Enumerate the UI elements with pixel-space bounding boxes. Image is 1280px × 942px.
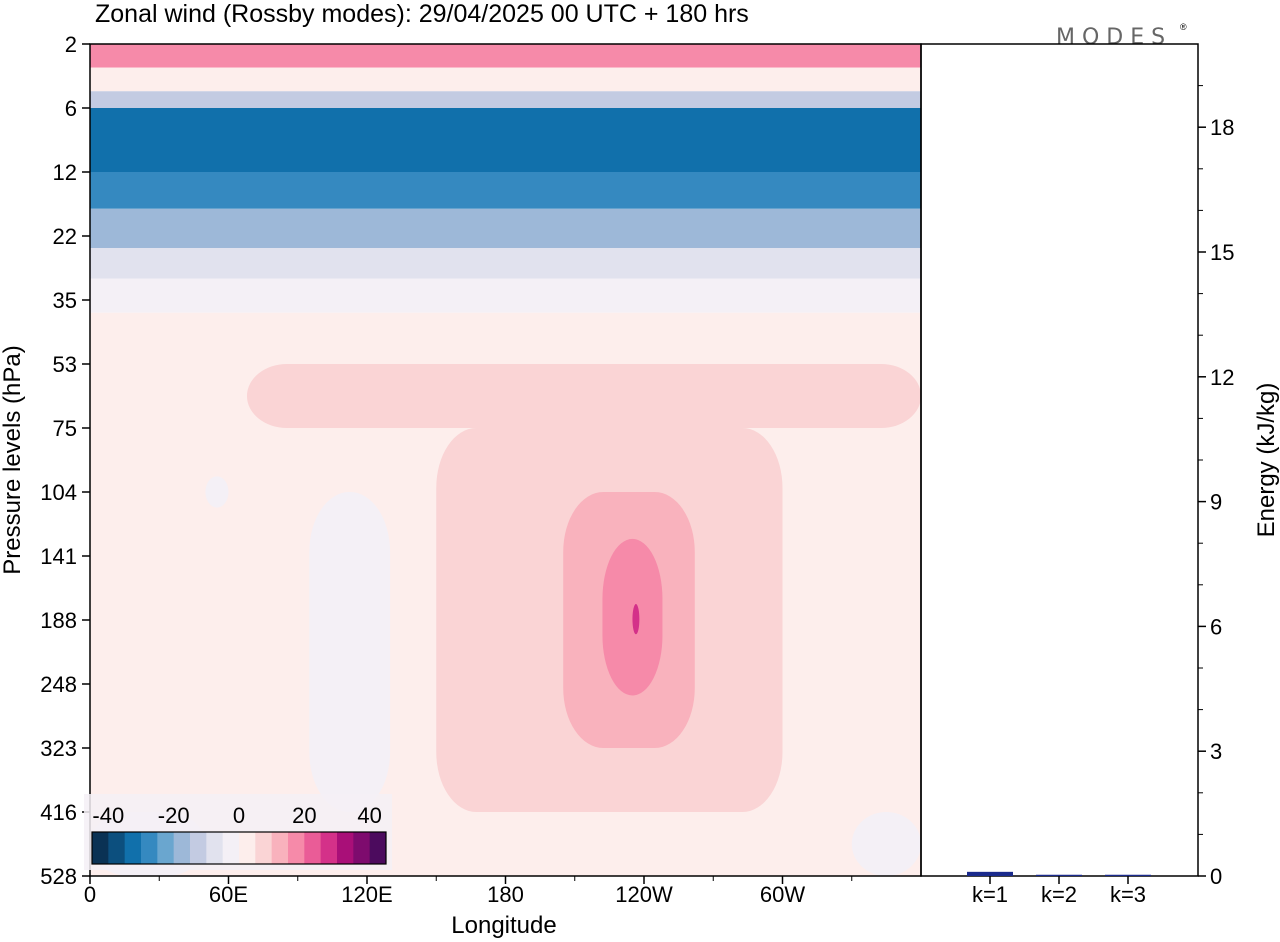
colorbar-swatch xyxy=(222,832,240,864)
wind-region-13 xyxy=(632,604,640,635)
colorbar-swatch xyxy=(124,832,142,864)
energy-axis-ticks: 0 3 6 9 12 15 18 xyxy=(1198,85,1234,889)
y-tick-label: 104 xyxy=(40,480,77,505)
wind-region-7 xyxy=(90,278,921,313)
colorbar-tick-label: 20 xyxy=(292,803,316,828)
energy-category-label: k=1 xyxy=(972,882,1008,907)
energy-tick-label: 18 xyxy=(1210,115,1234,140)
colorbar-swatch xyxy=(353,832,371,864)
energy-category-label: k=2 xyxy=(1041,882,1077,907)
colorbar-frame xyxy=(91,831,387,865)
energy-tick-label: 15 xyxy=(1210,240,1234,265)
energy-category-labels: k=1 k=2 k=3 xyxy=(972,876,1146,907)
y-axis-ticks: 2 6 12 22 35 53 75 104 141 188 248 323 416 528 xyxy=(40,32,90,889)
colorbar-swatch xyxy=(173,832,191,864)
x-tick-label: 0 xyxy=(84,882,96,907)
y-tick-label: 416 xyxy=(40,800,77,825)
wind-region-9 xyxy=(246,364,921,428)
colorbar-swatch xyxy=(304,832,322,864)
energy-tick-label: 12 xyxy=(1210,365,1234,390)
colorbar-tick-label: 0 xyxy=(233,803,245,828)
colorbar-swatch xyxy=(369,832,387,864)
colorbar-tick-label: 40 xyxy=(357,803,381,828)
x-axis-label: Longitude xyxy=(451,912,556,939)
x-tick-label: 180 xyxy=(487,882,524,907)
brand-registered-mark: ® xyxy=(1180,22,1187,32)
energy-category-label: k=3 xyxy=(1110,882,1146,907)
colorbar-swatch xyxy=(92,832,109,864)
y-tick-label: 75 xyxy=(53,416,77,441)
colorbar-swatch xyxy=(337,832,354,864)
energy-tick-label: 6 xyxy=(1210,614,1222,639)
wind-region-6 xyxy=(90,247,921,279)
colorbar-swatch xyxy=(108,832,126,864)
wind-region-0 xyxy=(90,44,921,68)
colorbar-swatch xyxy=(239,832,256,864)
x-tick-label: 120E xyxy=(341,882,392,907)
y-tick-label: 35 xyxy=(53,288,77,313)
colorbar-tick-label: -20 xyxy=(158,803,190,828)
x-axis-ticks: 0 60E 120E 180 120W 60W xyxy=(84,876,853,907)
colorbar-swatch xyxy=(157,832,175,864)
energy-bar xyxy=(1105,874,1151,876)
energy-tick-label: 9 xyxy=(1210,490,1222,515)
y-tick-label: 6 xyxy=(65,96,77,121)
y-tick-label: 12 xyxy=(53,160,77,185)
y-axis-label: Pressure levels (hPa) xyxy=(0,345,26,574)
y-tick-label: 141 xyxy=(40,544,77,569)
wind-region-5 xyxy=(90,208,921,248)
y-tick-label: 248 xyxy=(40,672,77,697)
wind-region-1 xyxy=(90,67,921,92)
energy-plot-frame xyxy=(920,43,1199,877)
colorbar-swatch xyxy=(255,832,273,864)
wind-region-3 xyxy=(90,108,921,172)
colorbar-swatch xyxy=(288,832,305,864)
energy-bar xyxy=(967,871,1013,876)
wind-region-4 xyxy=(90,172,921,209)
zonal-wind-field xyxy=(90,44,921,876)
y-tick-label: 53 xyxy=(53,352,77,377)
y-tick-label: 188 xyxy=(40,608,77,633)
y-tick-label: 528 xyxy=(40,864,77,889)
chart-title: Zonal wind (Rossby modes): 29/04/2025 00… xyxy=(95,0,749,28)
colorbar-swatch xyxy=(190,832,207,864)
energy-tick-label: 3 xyxy=(1210,739,1222,764)
colorbar-swatch xyxy=(206,832,224,864)
wind-region-14 xyxy=(309,492,391,812)
wind-region-12 xyxy=(602,538,663,696)
y-tick-label: 2 xyxy=(65,32,77,57)
x-tick-label: 60E xyxy=(209,882,248,907)
colorbar: -40 -20 0 20 40 xyxy=(84,794,392,870)
brand-logo: MODES xyxy=(1056,25,1172,50)
colorbar-tick-label: -40 xyxy=(92,803,124,828)
energy-tick-label: 0 xyxy=(1210,864,1222,889)
wind-region-15 xyxy=(205,476,229,508)
x-tick-label: 60W xyxy=(760,882,805,907)
colorbar-swatch xyxy=(271,832,289,864)
y-tick-label: 323 xyxy=(40,736,77,761)
colorbar-swatch xyxy=(141,832,158,864)
y-tick-label: 22 xyxy=(53,224,77,249)
wind-region-2 xyxy=(90,91,921,108)
wind-region-17 xyxy=(851,812,921,876)
colorbar-swatch xyxy=(320,832,338,864)
x-tick-label: 120W xyxy=(615,882,673,907)
energy-bar xyxy=(1036,874,1082,876)
energy-axis-label: Energy (kJ/kg) xyxy=(1253,383,1280,538)
energy-bars xyxy=(967,871,1151,876)
